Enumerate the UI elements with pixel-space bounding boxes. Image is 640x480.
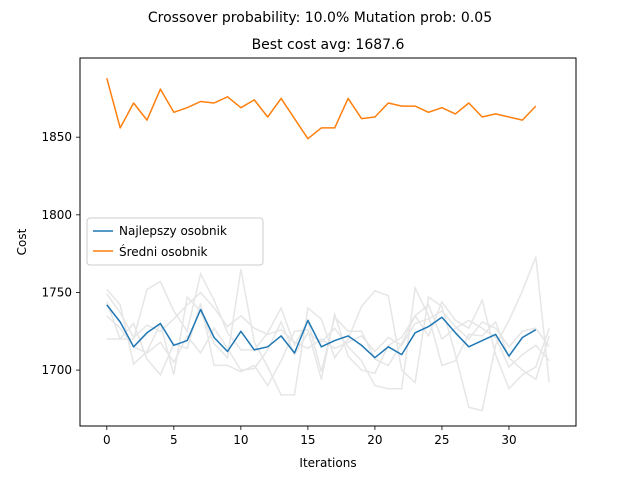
legend-label-avg: Średni osobnik xyxy=(119,244,208,259)
y-axis-label: Cost xyxy=(15,228,29,255)
best-individual-line xyxy=(106,304,537,359)
chart-suptitle: Crossover probability: 10.0% Mutation pr… xyxy=(148,10,492,26)
plot-frame xyxy=(79,57,577,427)
background-line-2 xyxy=(106,256,550,412)
background-line-4 xyxy=(106,301,550,388)
x-tick-label: 15 xyxy=(300,433,315,447)
y-tick-label: 1750 xyxy=(41,285,72,299)
x-tick-label: 10 xyxy=(233,433,248,447)
legend-label-best: Najlepszy osobnik xyxy=(119,224,227,238)
average-individual-line xyxy=(106,78,537,140)
x-tick-label: 5 xyxy=(170,433,178,447)
y-tick-label: 1850 xyxy=(41,130,72,144)
x-axis-ticks: 0 5 10 15 20 25 30 xyxy=(103,426,517,447)
x-axis-label: Iterations xyxy=(299,456,356,470)
x-tick-label: 0 xyxy=(103,433,111,447)
background-line-1 xyxy=(106,285,550,390)
y-tick-label: 1700 xyxy=(41,363,72,377)
main-series-lines xyxy=(106,78,537,359)
legend: Najlepszy osobnik Średni osobnik xyxy=(86,217,264,266)
x-tick-label: 20 xyxy=(367,433,382,447)
y-tick-label: 1800 xyxy=(41,208,72,222)
legend-box xyxy=(86,217,264,266)
y-axis-ticks: 1700 1750 1800 1850 xyxy=(41,130,80,377)
x-tick-label: 25 xyxy=(434,433,449,447)
x-tick-label: 30 xyxy=(501,433,516,447)
chart-title: Best cost avg: 1687.6 xyxy=(252,37,405,53)
